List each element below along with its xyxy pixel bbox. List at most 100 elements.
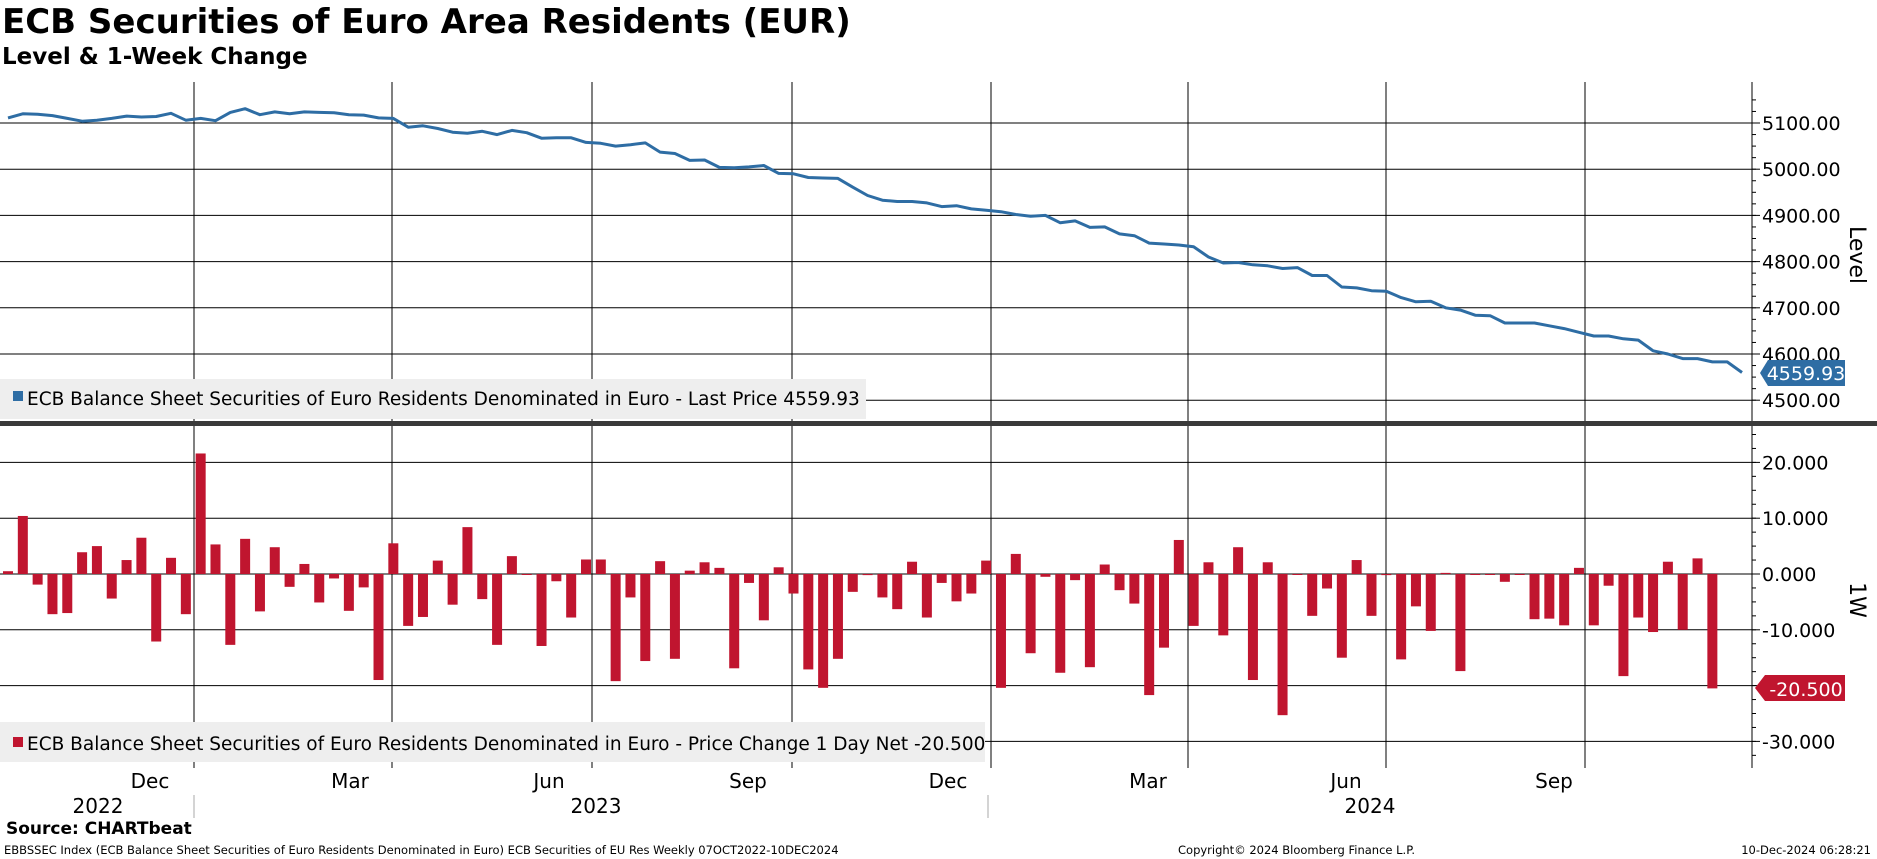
change-bar — [329, 574, 340, 579]
change-bar — [1307, 574, 1318, 616]
change-bar — [447, 574, 458, 605]
change-bar — [492, 574, 503, 645]
change-bar — [388, 543, 399, 574]
change-bar — [1055, 574, 1066, 673]
change-bar — [106, 574, 117, 599]
change-bar — [951, 574, 962, 602]
change-bar — [1381, 574, 1392, 576]
change-bar — [699, 562, 710, 574]
change-bar — [936, 574, 947, 583]
change-bar — [1662, 561, 1673, 574]
change-bar — [892, 574, 903, 610]
top-legend-box — [0, 379, 866, 419]
change-bar — [966, 574, 977, 594]
change-bar — [417, 574, 428, 617]
change-bar — [1188, 574, 1199, 626]
change-bar — [581, 559, 591, 574]
top-legend-swatch — [13, 391, 23, 401]
bottom-tick-label: -10.000 — [1762, 620, 1835, 642]
year-label: 2022 — [73, 794, 124, 818]
change-bar — [1559, 574, 1570, 626]
change-bar — [314, 574, 325, 603]
panel-separator — [0, 421, 1877, 426]
change-bar — [1410, 574, 1421, 607]
change-bar — [1396, 574, 1407, 660]
top-tick-label: 4900.00 — [1762, 205, 1841, 227]
change-bar — [1218, 574, 1229, 636]
change-bar — [625, 574, 636, 598]
change-bar — [1485, 574, 1496, 575]
top-tick-label: 5000.00 — [1762, 159, 1841, 181]
series-description: EBBSSEC Index (ECB Balance Sheet Securit… — [4, 843, 839, 857]
month-label: Jun — [1328, 769, 1361, 793]
change-bar — [1144, 574, 1155, 696]
month-label: Sep — [1535, 769, 1573, 793]
change-bar — [1099, 564, 1110, 574]
change-bar — [462, 527, 473, 574]
change-bar — [32, 574, 43, 585]
bottom-last-value-tag: -20.500 — [1755, 675, 1845, 701]
change-bar — [1677, 574, 1688, 630]
change-bar — [744, 574, 755, 583]
change-bar — [1351, 560, 1362, 574]
month-label: Mar — [331, 769, 370, 793]
top-axis-title: Level — [1844, 226, 1869, 284]
change-bar — [1336, 574, 1347, 658]
source-label: Source: CHARTbeat — [6, 819, 192, 839]
month-label: Dec — [929, 769, 968, 793]
level-line — [7, 107, 1743, 374]
change-bar — [1470, 574, 1481, 575]
change-bar — [17, 515, 28, 574]
change-bar — [1529, 574, 1540, 620]
change-bar — [1603, 574, 1614, 586]
change-bar — [1455, 574, 1466, 672]
change-bar — [373, 574, 384, 681]
change-bar — [1173, 539, 1184, 574]
change-bar — [1247, 574, 1258, 681]
change-bar — [62, 574, 73, 614]
change-bar — [299, 563, 310, 574]
change-bar — [1040, 574, 1051, 577]
change-bar — [1692, 558, 1703, 574]
change-bar — [1010, 553, 1021, 574]
top-last-value: 4559.93 — [1767, 363, 1846, 385]
change-bar — [1084, 574, 1095, 668]
change-bar — [1025, 574, 1036, 654]
change-bar — [1633, 574, 1644, 618]
change-bar — [684, 570, 695, 574]
change-bar — [506, 556, 517, 574]
change-bar — [1322, 574, 1333, 589]
change-bar — [1203, 562, 1214, 574]
change-bar — [121, 560, 132, 574]
change-bar — [832, 574, 843, 659]
change-bar — [269, 547, 280, 574]
copyright: Copyright© 2024 Bloomberg Finance L.P. — [1178, 843, 1415, 857]
change-bar — [432, 560, 443, 574]
year-label: 2023 — [571, 794, 622, 818]
change-bar — [1262, 562, 1273, 574]
change-bar — [1233, 547, 1244, 574]
bottom-legend-label: ECB Balance Sheet Securities of Euro Res… — [27, 734, 985, 755]
month-label: Sep — [729, 769, 767, 793]
change-bar — [714, 567, 725, 574]
change-bar — [1440, 572, 1451, 574]
change-bar — [1544, 574, 1555, 619]
change-bar — [1588, 574, 1599, 626]
change-bar — [225, 574, 236, 645]
change-bar — [818, 574, 829, 688]
top-legend-label: ECB Balance Sheet Securities of Euro Res… — [27, 389, 860, 410]
change-bar — [210, 544, 221, 574]
chart-subtitle: Level & 1-Week Change — [2, 44, 308, 70]
change-bar — [758, 574, 769, 621]
bottom-tick-label: 0.000 — [1762, 564, 1816, 586]
change-bar — [1366, 574, 1377, 616]
change-bar — [403, 574, 414, 626]
change-bar — [995, 574, 1006, 688]
change-bar — [921, 574, 932, 618]
change-bar — [1277, 574, 1288, 716]
y-axis-ticks: 5100.005000.004900.004800.004700.004600.… — [1752, 99, 1841, 756]
change-bar — [343, 574, 354, 611]
change-bar — [566, 574, 577, 618]
change-bar — [1618, 574, 1629, 677]
